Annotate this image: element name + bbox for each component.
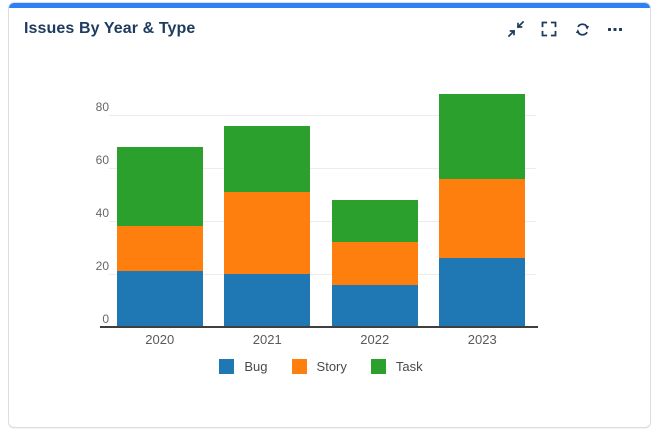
y-axis: 0 20 40 60 80 — [54, 86, 109, 327]
collapse-button[interactable] — [507, 20, 525, 38]
bar-segment[interactable] — [439, 94, 526, 179]
x-axis-label: 2022 — [360, 332, 390, 347]
bar-segment[interactable] — [439, 258, 526, 327]
more-options-icon — [607, 21, 623, 37]
more-options-button[interactable] — [606, 20, 624, 38]
legend-label: Bug — [244, 359, 268, 374]
bar-segment[interactable] — [439, 178, 526, 259]
card-accent-bar — [9, 3, 650, 8]
x-axis-label: 2023 — [467, 332, 497, 347]
chart-legend: Bug Story Task — [106, 359, 536, 374]
legend-label: Task — [395, 359, 423, 374]
legend-swatch — [219, 359, 235, 374]
gridline — [109, 114, 536, 116]
y-tick-label: 80 — [95, 100, 109, 115]
x-axis-labels: 2020 2021 2022 2023 — [106, 332, 536, 350]
bar-segment[interactable] — [116, 146, 203, 227]
y-tick-label: 60 — [95, 153, 109, 168]
card-header: Issues By Year & Type — [9, 8, 650, 38]
legend-item[interactable]: Story — [291, 359, 347, 374]
bar-segment[interactable] — [331, 284, 418, 327]
legend-swatch — [291, 359, 307, 374]
x-axis-label: 2021 — [252, 332, 282, 347]
y-tick-label: 0 — [102, 312, 109, 326]
legend-swatch — [370, 359, 386, 374]
gridline — [109, 273, 536, 275]
legend-label: Story — [316, 359, 347, 374]
bar-segment[interactable] — [224, 191, 311, 275]
legend-item[interactable]: Task — [370, 359, 423, 374]
y-tick-label: 20 — [95, 259, 109, 274]
gridline — [109, 220, 536, 222]
bar-segment[interactable] — [116, 226, 203, 272]
legend-item[interactable]: Bug — [219, 359, 268, 374]
x-axis-label: 2020 — [145, 332, 175, 347]
gadget-card: Issues By Year & Type — [8, 2, 651, 428]
y-tick-label: 40 — [95, 206, 109, 221]
x-axis-line — [100, 326, 538, 328]
page-title: Issues By Year & Type — [24, 20, 196, 37]
bar-segment[interactable] — [331, 199, 418, 243]
bar-segment[interactable] — [224, 125, 311, 192]
plot-area — [106, 94, 536, 327]
bar-segment[interactable] — [116, 271, 203, 327]
fullscreen-icon — [541, 21, 557, 37]
gridline — [109, 167, 536, 169]
bar-segment[interactable] — [224, 274, 311, 327]
refresh-icon — [574, 21, 591, 38]
collapse-icon — [508, 21, 524, 37]
refresh-button[interactable] — [573, 20, 591, 38]
card-toolbar — [507, 20, 624, 38]
bar-segment[interactable] — [331, 242, 418, 285]
fullscreen-button[interactable] — [540, 20, 558, 38]
